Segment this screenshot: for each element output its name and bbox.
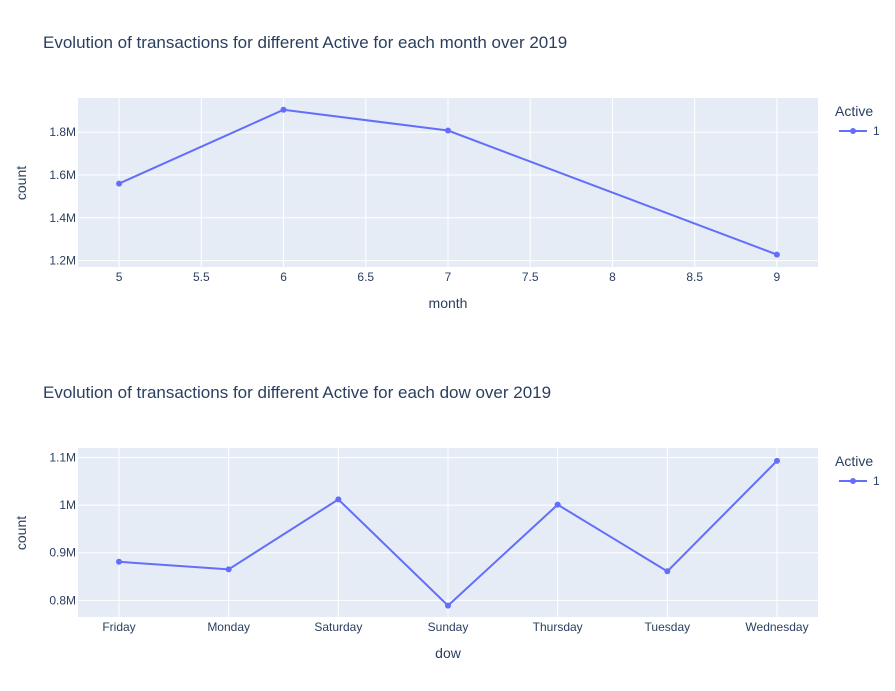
data-point[interactable] (225, 566, 232, 573)
y-tick-label: 1.8M (49, 125, 76, 139)
chart-dow-legend-label: 1 (873, 474, 880, 488)
chart-month-legend-label: 1 (873, 124, 880, 138)
chart-month-legend[interactable]: Active 1 (835, 103, 880, 138)
chart-dow-x-label: dow (435, 645, 462, 661)
data-point[interactable] (774, 457, 780, 464)
x-tick-label: 5 (116, 270, 123, 284)
x-tick-label: Wednesday (745, 620, 808, 634)
chart-dow-y-ticks: 0.8M 0.9M 1M 1.1M (49, 451, 76, 608)
y-tick-label: 0.8M (49, 593, 76, 607)
chart-month-x-ticks: 5 5.5 6 6.5 7 7.5 8 8.5 9 (116, 270, 781, 284)
data-point[interactable] (445, 127, 451, 134)
x-tick-label: Thursday (533, 620, 583, 634)
chart-dow: Evolution of transactions for different … (13, 383, 880, 661)
data-point[interactable] (773, 251, 780, 258)
chart-month-y-ticks: 1.2M 1.4M 1.6M 1.8M (49, 125, 76, 267)
x-tick-label: 7 (445, 270, 452, 284)
y-tick-label: 0.9M (49, 546, 76, 560)
x-tick-label: Sunday (428, 620, 469, 634)
data-point[interactable] (280, 106, 287, 113)
chart-dow-y-label: count (13, 516, 29, 550)
y-tick-label: 1.1M (49, 451, 76, 465)
chart-dow-legend-marker (850, 478, 856, 484)
chart-dow-series (116, 457, 780, 609)
chart-month: Evolution of transactions for different … (13, 33, 880, 311)
data-point[interactable] (445, 602, 451, 609)
x-tick-label: Saturday (314, 620, 362, 634)
x-tick-label: Monday (207, 620, 250, 634)
chart-month-legend-marker (850, 128, 856, 134)
x-tick-label: 8 (609, 270, 616, 284)
chart-month-x-label: month (429, 295, 468, 311)
chart-dow-x-ticks: Friday Monday Saturday Sunday Thursday Tuesda… (102, 620, 808, 634)
chart-month-series (116, 106, 780, 258)
x-tick-label: 9 (774, 270, 781, 284)
chart-month-grid (78, 98, 818, 267)
x-tick-label: 7.5 (522, 270, 539, 284)
x-tick-label: 5.5 (193, 270, 210, 284)
data-point[interactable] (116, 558, 122, 565)
x-tick-label: Tuesday (645, 620, 691, 634)
chart-month-legend-title: Active (835, 103, 873, 119)
data-point[interactable] (335, 496, 342, 503)
y-tick-label: 1.4M (49, 211, 76, 225)
y-tick-label: 1M (59, 498, 76, 512)
x-tick-label: 6 (280, 270, 287, 284)
chart-month-title: Evolution of transactions for different … (43, 33, 567, 52)
chart-dow-legend[interactable]: Active 1 (835, 453, 880, 488)
y-tick-label: 1.6M (49, 168, 76, 182)
chart-dow-grid (78, 448, 818, 617)
x-tick-label: 6.5 (357, 270, 374, 284)
chart-dow-legend-title: Active (835, 453, 873, 469)
data-point[interactable] (664, 568, 671, 575)
chart-month-y-label: count (13, 166, 29, 200)
data-point[interactable] (116, 180, 123, 187)
x-tick-label: 8.5 (686, 270, 703, 284)
chart-dow-title: Evolution of transactions for different … (43, 383, 551, 402)
data-point[interactable] (554, 501, 561, 508)
y-tick-label: 1.2M (49, 254, 76, 268)
series-line (118, 108, 778, 256)
x-tick-label: Friday (102, 620, 135, 634)
